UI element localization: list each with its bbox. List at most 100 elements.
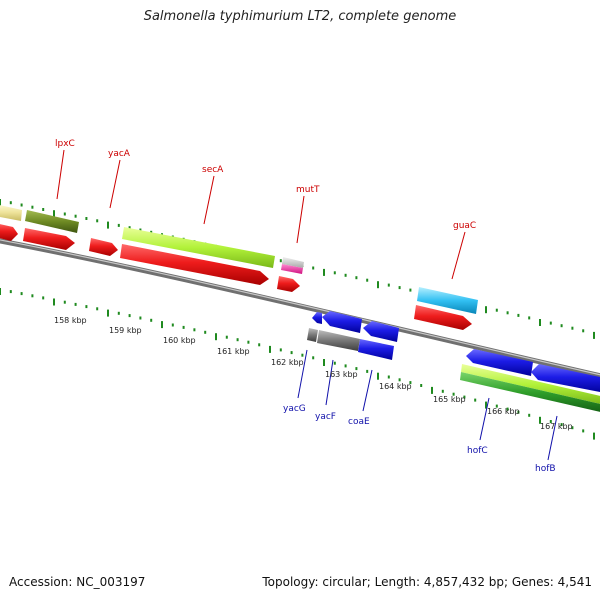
minor-tick: [290, 351, 293, 355]
sequence-backbone-highlight: [0, 239, 600, 376]
minor-tick: [42, 208, 45, 211]
minor-tick: [279, 348, 282, 352]
minor-tick: [96, 307, 99, 311]
minor-tick: [182, 325, 185, 329]
minor-tick: [474, 398, 477, 402]
minor-tick: [150, 318, 153, 322]
genome-summary-text: Topology: circular; Length: 4,857,432 bp…: [262, 575, 592, 589]
minor-tick: [463, 395, 466, 399]
minor-tick: [355, 276, 358, 280]
minor-tick: [117, 311, 120, 315]
minor-tick: [312, 266, 315, 270]
gene-label: lpxC: [55, 139, 75, 149]
kbp-label: 163 kbp: [325, 370, 358, 379]
minor-tick: [312, 356, 315, 360]
gene-label: guaC: [453, 221, 476, 231]
minor-tick: [63, 212, 66, 216]
minor-tick: [582, 429, 585, 433]
minor-tick: [398, 286, 401, 290]
kbp-label: 159 kbp: [109, 326, 142, 335]
minor-tick: [96, 219, 99, 223]
kbp-label: 164 kbp: [379, 382, 412, 391]
major-tick: [161, 321, 163, 329]
minor-tick: [344, 273, 347, 277]
gene-arrow-forward: [120, 244, 269, 285]
minor-tick: [301, 353, 304, 357]
gene-bar-gray: [317, 330, 360, 351]
minor-tick: [517, 410, 520, 414]
gene-label: hofB: [535, 464, 556, 474]
gene-arrow-reverse: [531, 364, 600, 393]
forward-strand-features: [0, 205, 478, 330]
gene-bar-olive: [25, 210, 79, 233]
minor-tick: [495, 308, 498, 312]
minor-tick: [193, 328, 196, 332]
gene-arrow-forward: [23, 228, 75, 250]
major-tick: [53, 210, 55, 218]
minor-tick: [420, 384, 423, 387]
major-tick: [323, 268, 325, 276]
minor-tick: [236, 338, 239, 342]
minor-tick: [528, 413, 531, 417]
minor-tick: [279, 259, 282, 263]
minor-tick: [549, 321, 552, 325]
kbp-label: 166 kbp: [487, 407, 520, 416]
minor-tick: [387, 375, 390, 379]
major-tick: [0, 288, 1, 295]
major-tick: [377, 372, 379, 380]
gene-bar-lime: [461, 364, 600, 404]
major-tick: [485, 401, 487, 409]
gene-bar-secA: [122, 227, 275, 268]
minor-tick: [139, 228, 142, 232]
reverse-gene-labels: yacG yacF coaE hofC hofB: [283, 404, 556, 474]
major-tick: [431, 386, 433, 394]
gene-arrow-reverse: [312, 312, 322, 324]
minor-tick: [9, 290, 12, 294]
minor-tick: [571, 326, 574, 330]
minor-tick: [571, 426, 574, 430]
kbp-label: 158 kbp: [54, 316, 87, 325]
minor-tick: [560, 324, 563, 328]
major-tick: [485, 306, 487, 314]
kbp-label: 167 kbp: [540, 422, 573, 431]
major-tick: [269, 345, 271, 353]
minor-tick: [495, 404, 498, 408]
gene-arrow-reverse: [322, 311, 362, 333]
minor-tick: [85, 305, 88, 309]
minor-tick: [506, 407, 509, 411]
gene-label: coaE: [348, 417, 370, 427]
gene-bar-cyan: [417, 287, 478, 314]
lower-tick-row: [0, 288, 595, 440]
minor-tick: [333, 271, 336, 275]
major-tick: [593, 331, 595, 339]
minor-tick: [74, 214, 77, 218]
minor-tick: [74, 302, 77, 306]
minor-tick: [247, 340, 250, 344]
gene-label: secA: [202, 165, 224, 175]
minor-tick: [258, 343, 261, 347]
gene-label: yacF: [315, 412, 336, 422]
minor-tick: [409, 381, 412, 385]
major-tick: [539, 319, 541, 326]
minor-tick: [117, 223, 120, 227]
major-tick: [0, 199, 1, 206]
minor-tick: [441, 389, 444, 393]
minor-tick: [31, 294, 34, 298]
gene-bar-green: [460, 372, 600, 412]
minor-tick: [452, 392, 455, 396]
minor-tick: [355, 367, 358, 371]
major-tick: [53, 298, 55, 306]
kbp-label: 165 kbp: [433, 395, 466, 404]
minor-tick: [333, 361, 336, 365]
gene-label: yacG: [283, 404, 306, 414]
reverse-strand-features: [307, 311, 600, 412]
gene-bar-pink: [281, 264, 303, 274]
gene-label: hofC: [467, 446, 488, 456]
minor-tick: [528, 316, 531, 320]
gene-bar-silver: [282, 257, 304, 268]
label-leader-lines: [56, 149, 558, 461]
minor-tick: [387, 283, 390, 287]
gene-arrow-reverse: [363, 321, 399, 342]
gene-label: mutT: [296, 185, 320, 195]
